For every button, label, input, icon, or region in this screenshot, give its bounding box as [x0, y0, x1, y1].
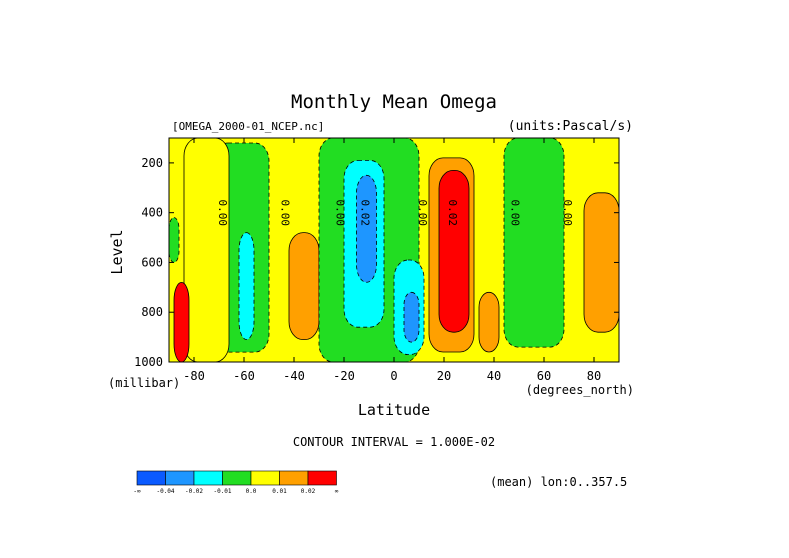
contour-label-5: 0.02 — [446, 199, 459, 226]
contour-label-1: 0.00 — [279, 199, 292, 226]
contour-label-4: 0.00 — [416, 199, 429, 226]
contour-region-1 — [238, 232, 255, 341]
colorbar-label-5: 0.01 — [272, 488, 287, 495]
contour-region-11 — [478, 291, 500, 353]
colorbar-swatch-3 — [222, 470, 252, 486]
x-axis-unit: (degrees_north) — [526, 383, 634, 397]
x-tick-label-4: 0 — [390, 369, 397, 383]
x-tick-label-1: -60 — [233, 369, 255, 383]
colorbar-label-6: 0.02 — [301, 488, 316, 495]
x-tick-label-5: 20 — [437, 369, 451, 383]
dataset-label: [OMEGA_2000-01_NCEP.nc] — [172, 120, 324, 133]
colorbar-label-4: 0.0 — [246, 488, 257, 495]
y-tick-label-4: 1000 — [134, 355, 163, 369]
x-tick-label-2: -40 — [283, 369, 305, 383]
x-tick-label-6: 40 — [487, 369, 501, 383]
colorbar: -∞ -0.04 -0.02 -0.01 0.0 0.01 0.02 ∞ — [133, 470, 339, 495]
colorbar-label-1: -0.04 — [156, 488, 174, 495]
contour-label-3: 0.02 — [359, 199, 372, 226]
colorbar-label-0: -∞ — [133, 488, 141, 495]
units-label: (units:Pascal/s) — [508, 119, 633, 134]
contour-region-14 — [168, 217, 180, 263]
contour-region-2 — [183, 137, 230, 363]
contour-region-15 — [173, 281, 190, 363]
colorbar-label-3: -0.01 — [213, 488, 231, 495]
x-tick-label-7: 60 — [537, 369, 551, 383]
colorbar-label-7: ∞ — [335, 488, 339, 495]
colorbar-label-2: -0.02 — [185, 488, 203, 495]
contour-region-8 — [403, 291, 420, 343]
contour-region-10 — [438, 169, 470, 333]
contour-label-7: 0.00 — [561, 199, 574, 226]
colorbar-swatch-2 — [193, 470, 223, 486]
colorbar-swatch-0 — [136, 470, 166, 486]
contour-plot-area: 0.00 0.00 0.00 0.02 0.00 0.02 0.00 0.00 — [168, 137, 620, 363]
contour-label-6: 0.00 — [509, 199, 522, 226]
longitude-range-label: (mean) lon:0..357.5 — [490, 475, 627, 489]
colorbar-swatch-4 — [250, 470, 280, 486]
contour-label-0: 0.00 — [216, 199, 229, 226]
x-axis-ticks: -80 -60 -40 -20 0 20 40 60 80 — [183, 138, 601, 383]
x-tick-label-8: 80 — [587, 369, 601, 383]
contour-label-2: 0.00 — [334, 199, 347, 226]
chart-title: Monthly Mean Omega — [291, 91, 497, 113]
x-tick-label-0: -80 — [183, 369, 205, 383]
colorbar-swatch-6 — [307, 470, 337, 486]
x-tick-label-3: -20 — [333, 369, 355, 383]
y-axis-label: Level — [108, 229, 126, 274]
contour-region-13 — [583, 192, 620, 333]
y-axis-unit: (millibar) — [108, 376, 180, 390]
contour-interval-label: CONTOUR INTERVAL = 1.000E-02 — [293, 435, 495, 449]
contour-region-6 — [356, 174, 377, 283]
y-tick-label-0: 200 — [141, 156, 163, 170]
colorbar-swatch-1 — [165, 470, 195, 486]
contour-region-12 — [503, 137, 565, 348]
y-tick-label-3: 800 — [141, 305, 163, 319]
y-axis-ticks: 200 400 600 800 1000 — [134, 156, 619, 369]
x-axis-label: Latitude — [358, 401, 430, 419]
contour-region-3 — [288, 232, 320, 341]
y-tick-label-2: 600 — [141, 255, 163, 269]
y-tick-label-1: 400 — [141, 206, 163, 220]
colorbar-swatch-5 — [279, 470, 309, 486]
